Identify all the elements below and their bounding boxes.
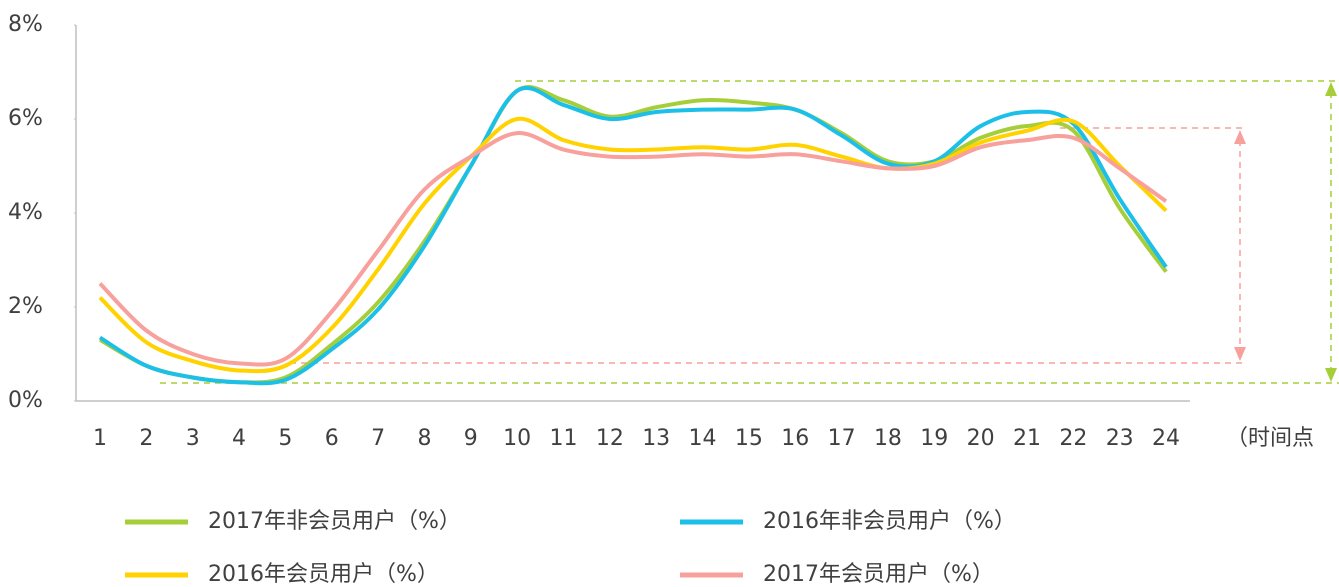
x-tick-label: 11 bbox=[550, 426, 578, 451]
x-tick-label: 16 bbox=[781, 426, 809, 451]
x-tick-label: 7 bbox=[371, 426, 385, 451]
legend-label: 2017年非会员用户（%） bbox=[208, 509, 461, 534]
arrow-head bbox=[1234, 347, 1246, 361]
arrow-head bbox=[1325, 368, 1337, 382]
y-tick-label: 2% bbox=[8, 294, 43, 319]
line bbox=[98, 131, 1168, 367]
x-tick-label: 21 bbox=[1013, 426, 1041, 451]
x-tick-label: 19 bbox=[920, 426, 948, 451]
x-tick-label: 6 bbox=[325, 426, 339, 451]
x-tick-label: 1 bbox=[93, 426, 107, 451]
x-tick-label: 20 bbox=[967, 426, 995, 451]
line bbox=[98, 116, 1168, 374]
x-axis-label: （时间点 bbox=[1226, 426, 1314, 451]
arrow-head bbox=[1234, 130, 1246, 144]
y-tick-label: 8% bbox=[8, 12, 43, 37]
x-tick-label: 12 bbox=[596, 426, 624, 451]
x-tick-label: 24 bbox=[1152, 426, 1180, 451]
line bbox=[98, 86, 1168, 386]
line bbox=[99, 85, 1168, 385]
x-tick-label: 13 bbox=[642, 426, 670, 451]
x-tick-label: 8 bbox=[417, 426, 431, 451]
legend-label: 2017年会员用户（%） bbox=[763, 562, 994, 587]
annotations bbox=[160, 80, 1339, 384]
x-tick-label: 15 bbox=[735, 426, 763, 451]
x-tick-label: 5 bbox=[278, 426, 292, 451]
y-tick-label: 0% bbox=[8, 388, 43, 413]
legend-label: 2016年会员用户（%） bbox=[208, 562, 439, 587]
x-tick-label: 2 bbox=[139, 426, 153, 451]
x-tick-label: 17 bbox=[828, 426, 856, 451]
x-tick-label: 9 bbox=[464, 426, 478, 451]
x-tick-label: 10 bbox=[503, 426, 531, 451]
y-tick-label: 4% bbox=[8, 200, 43, 225]
arrow-head bbox=[1325, 82, 1337, 96]
x-tick-label: 14 bbox=[689, 426, 717, 451]
x-tick-label: 23 bbox=[1106, 426, 1134, 451]
x-tick-label: 22 bbox=[1059, 426, 1087, 451]
x-tick-label: 3 bbox=[186, 426, 200, 451]
y-tick-label: 6% bbox=[8, 106, 43, 131]
x-tick-label: 18 bbox=[874, 426, 902, 451]
legend-label: 2016年非会员用户（%） bbox=[763, 509, 1016, 534]
x-tick-label: 4 bbox=[232, 426, 246, 451]
